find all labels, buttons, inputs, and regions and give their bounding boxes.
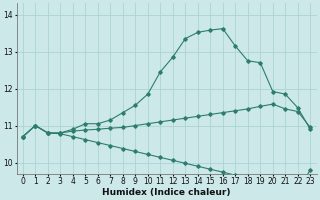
X-axis label: Humidex (Indice chaleur): Humidex (Indice chaleur): [102, 188, 231, 197]
